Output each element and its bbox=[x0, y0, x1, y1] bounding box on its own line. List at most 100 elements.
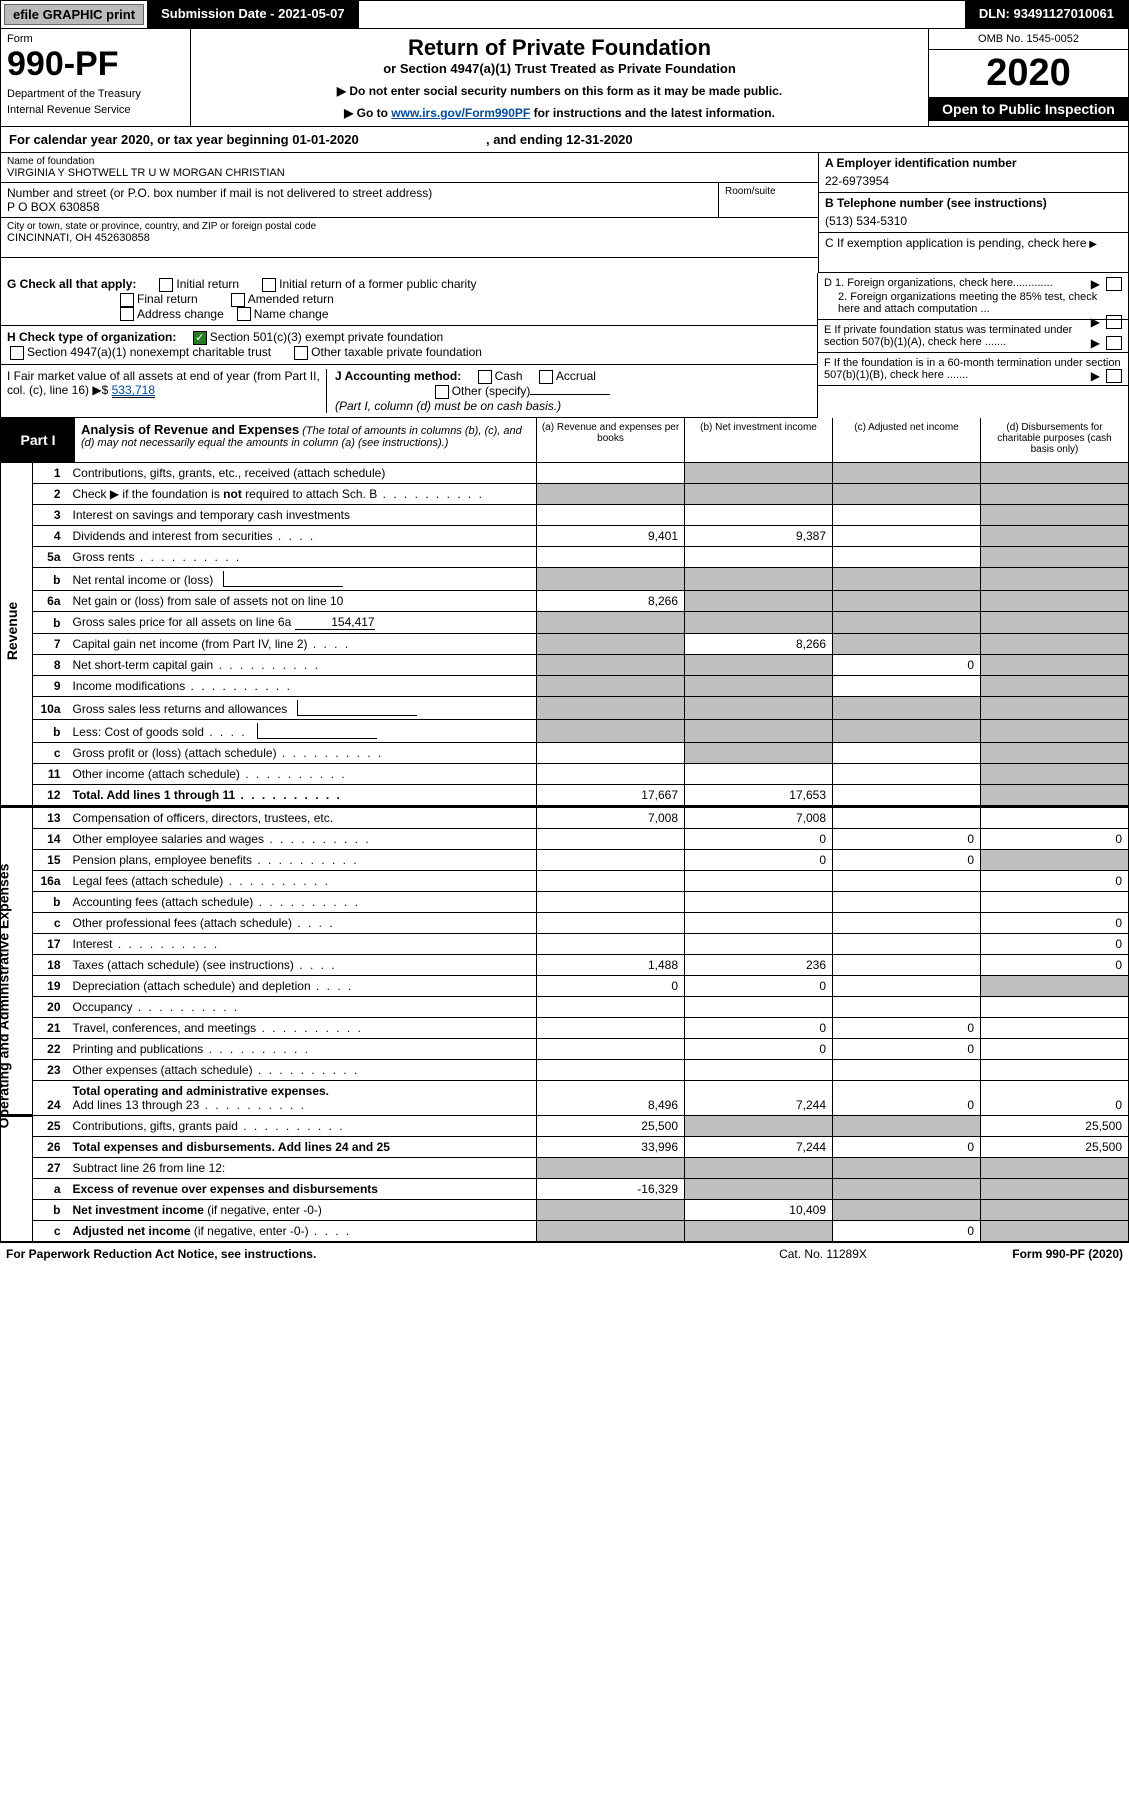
table-row: 10aGross sales less returns and allowanc… bbox=[1, 696, 1129, 719]
instr-ssn: ▶ Do not enter social security numbers o… bbox=[197, 84, 922, 98]
ein-value: 22-6973954 bbox=[825, 174, 1122, 188]
opex-side: Operating and Administrative Expenses bbox=[0, 863, 11, 1128]
other-specify-line bbox=[530, 394, 610, 395]
g-initial-former: Initial return of a former public charit… bbox=[279, 277, 476, 291]
col-d-header: (d) Disbursements for charitable purpose… bbox=[980, 418, 1128, 462]
part1-header: Part I Analysis of Revenue and Expenses … bbox=[0, 418, 1129, 463]
j-other: Other (specify) bbox=[452, 384, 531, 398]
table-row: cGross profit or (loss) (attach schedule… bbox=[1, 742, 1129, 763]
table-row: 19Depreciation (attach schedule) and dep… bbox=[1, 975, 1129, 996]
cal-end: , and ending 12-31-2020 bbox=[486, 132, 633, 147]
col-a-header: (a) Revenue and expenses per books bbox=[536, 418, 684, 462]
part1-label: Part I bbox=[1, 418, 75, 462]
form-ref: Form 990-PF (2020) bbox=[923, 1247, 1123, 1261]
foundation-name: VIRGINIA Y SHOTWELL TR U W MORGAN CHRIST… bbox=[7, 167, 812, 179]
table-row: cOther professional fees (attach schedul… bbox=[1, 912, 1129, 933]
other-method-checkbox[interactable] bbox=[435, 385, 449, 399]
h-other-checkbox[interactable] bbox=[294, 346, 308, 360]
submission-date: Submission Date - 2021-05-07 bbox=[147, 1, 359, 28]
efile-button[interactable]: efile GRAPHIC print bbox=[4, 4, 144, 25]
f-checkbox[interactable] bbox=[1106, 369, 1122, 383]
table-row: 2 Check ▶ if the foundation is not requi… bbox=[1, 483, 1129, 504]
col-b-header: (b) Net investment income bbox=[684, 418, 832, 462]
table-row: 17Interest0 bbox=[1, 933, 1129, 954]
g-label: G Check all that apply: bbox=[7, 277, 136, 291]
phone-label: B Telephone number (see instructions) bbox=[825, 196, 1122, 210]
dln-label: DLN: 93491127010061 bbox=[965, 1, 1128, 28]
table-row: Revenue 1 Contributions, gifts, grants, … bbox=[1, 463, 1129, 484]
d1-label: D 1. Foreign organizations, check here..… bbox=[824, 277, 1053, 289]
g-row: G Check all that apply: Initial return I… bbox=[1, 273, 817, 326]
form-number: 990-PF bbox=[7, 45, 184, 84]
g-addr: Address change bbox=[137, 307, 224, 321]
page-footer: For Paperwork Reduction Act Notice, see … bbox=[0, 1242, 1129, 1265]
line-num: 2 bbox=[33, 483, 69, 504]
table-row: bGross sales price for all assets on lin… bbox=[1, 611, 1129, 633]
cal-begin: For calendar year 2020, or tax year begi… bbox=[9, 132, 359, 147]
tax-year: 2020 bbox=[929, 50, 1128, 97]
line-num: 1 bbox=[33, 463, 69, 484]
checks-block: G Check all that apply: Initial return I… bbox=[0, 273, 1129, 418]
initial-checkbox[interactable] bbox=[159, 278, 173, 292]
table-row: 11Other income (attach schedule) bbox=[1, 763, 1129, 784]
part1-table: Revenue 1 Contributions, gifts, grants, … bbox=[0, 463, 1129, 1242]
arrow-icon: ▶ bbox=[1089, 239, 1097, 250]
table-row: 26Total expenses and disbursements. Add … bbox=[1, 1136, 1129, 1157]
h-other: Other taxable private foundation bbox=[311, 345, 482, 359]
j-label: J Accounting method: bbox=[335, 369, 461, 383]
cat-no: Cat. No. 11289X bbox=[723, 1247, 923, 1261]
f-label: F If the foundation is in a 60-month ter… bbox=[824, 357, 1121, 381]
table-row: 22Printing and publications00 bbox=[1, 1038, 1129, 1059]
arrow-icon: ▶ bbox=[1091, 369, 1100, 383]
e-label: E If private foundation status was termi… bbox=[824, 324, 1072, 348]
h-501c3-checkbox[interactable] bbox=[193, 331, 207, 345]
final-checkbox[interactable] bbox=[120, 293, 134, 307]
instr-url: ▶ Go to www.irs.gov/Form990PF for instru… bbox=[197, 106, 922, 120]
table-row: 7Capital gain net income (from Part IV, … bbox=[1, 633, 1129, 654]
h-501c3: Section 501(c)(3) exempt private foundat… bbox=[210, 330, 443, 344]
e-checkbox[interactable] bbox=[1106, 336, 1122, 350]
table-row: 4Dividends and interest from securities9… bbox=[1, 525, 1129, 546]
table-row: bAccounting fees (attach schedule) bbox=[1, 891, 1129, 912]
top-bar: efile GRAPHIC print Submission Date - 20… bbox=[0, 0, 1129, 29]
entity-block: Name of foundation VIRGINIA Y SHOTWELL T… bbox=[0, 153, 1129, 273]
omb-number: OMB No. 1545-0052 bbox=[929, 29, 1128, 50]
accrual-checkbox[interactable] bbox=[539, 370, 553, 384]
table-row: 12Total. Add lines 1 through 1117,66717,… bbox=[1, 784, 1129, 806]
addr-value: P O BOX 630858 bbox=[7, 200, 712, 214]
table-row: cAdjusted net income (if negative, enter… bbox=[1, 1220, 1129, 1241]
form-word: Form bbox=[7, 33, 184, 45]
j-accrual: Accrual bbox=[556, 369, 596, 383]
irs-label: Internal Revenue Service bbox=[7, 104, 184, 116]
form-subtitle: or Section 4947(a)(1) Trust Treated as P… bbox=[197, 61, 922, 76]
city-value: CINCINNATI, OH 452630858 bbox=[7, 232, 812, 244]
h-4947-checkbox[interactable] bbox=[10, 346, 24, 360]
table-row: 24Total operating and administrative exp… bbox=[1, 1080, 1129, 1115]
table-row: 5aGross rents bbox=[1, 546, 1129, 567]
spacer bbox=[359, 1, 965, 28]
dept-treasury: Department of the Treasury bbox=[7, 88, 184, 100]
table-row: 9Income modifications bbox=[1, 675, 1129, 696]
g-final: Final return bbox=[137, 292, 198, 306]
addr-change-checkbox[interactable] bbox=[120, 307, 134, 321]
name-label: Name of foundation bbox=[7, 156, 812, 167]
col-c-header: (c) Adjusted net income bbox=[832, 418, 980, 462]
table-row: 3Interest on savings and temporary cash … bbox=[1, 504, 1129, 525]
exemption-label: C If exemption application is pending, c… bbox=[825, 236, 1087, 250]
j-cash: Cash bbox=[495, 369, 523, 383]
irs-link[interactable]: www.irs.gov/Form990PF bbox=[391, 106, 530, 120]
i-j-row: I Fair market value of all assets at end… bbox=[1, 365, 817, 418]
g-amended: Amended return bbox=[248, 292, 334, 306]
cash-checkbox[interactable] bbox=[478, 370, 492, 384]
table-row: bNet investment income (if negative, ent… bbox=[1, 1199, 1129, 1220]
fmv-value[interactable]: 533,718 bbox=[112, 383, 155, 398]
g-name: Name change bbox=[254, 307, 329, 321]
calendar-year-line: For calendar year 2020, or tax year begi… bbox=[0, 127, 1129, 153]
amended-checkbox[interactable] bbox=[231, 293, 245, 307]
form-title: Return of Private Foundation bbox=[197, 35, 922, 61]
name-change-checkbox[interactable] bbox=[237, 307, 251, 321]
d1-checkbox[interactable] bbox=[1106, 277, 1122, 291]
initial-former-checkbox[interactable] bbox=[262, 278, 276, 292]
line-desc: Contributions, gifts, grants, etc., rece… bbox=[69, 463, 537, 484]
h-label: H Check type of organization: bbox=[7, 330, 176, 344]
